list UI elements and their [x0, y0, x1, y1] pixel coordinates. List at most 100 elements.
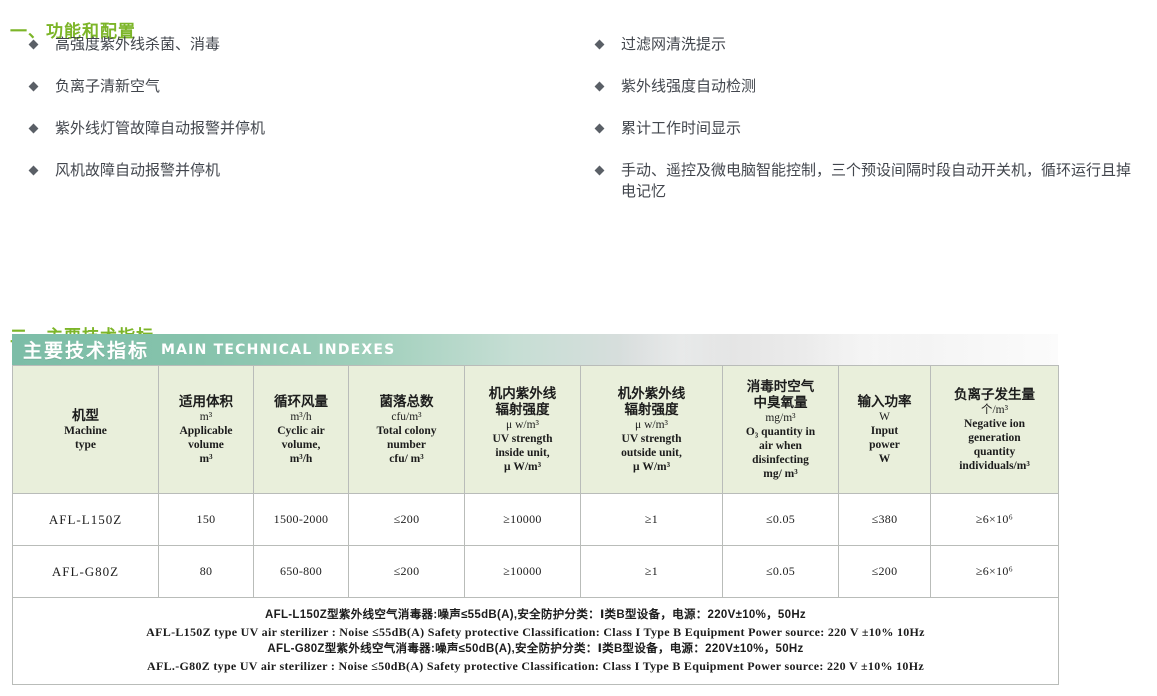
header-en: m³/h — [289, 452, 313, 465]
table-row: AFL-L150Z 150 1500-2000 ≤200 ≥10000 ≥1 ≤… — [12, 493, 1059, 546]
header-unit: μ w/m³ — [635, 418, 668, 431]
column-header-uv-strength-outside: 机外紫外线 辐射强度 μ w/m³ UV strength outside un… — [580, 365, 723, 494]
header-unit: μ w/m³ — [506, 418, 539, 431]
header-en: volume, — [281, 438, 321, 451]
header-cn: 机型 — [72, 407, 99, 423]
header-en: inside unit, — [495, 446, 550, 459]
header-en: UV strength — [621, 432, 682, 445]
cell-negative-ion: ≥6×10⁶ — [930, 493, 1059, 546]
header-unit: m³ — [199, 410, 213, 423]
cell-cyclic-air-volume: 650-800 — [253, 545, 349, 598]
header-cn: 菌落总数 — [379, 393, 434, 409]
feature-label: 过滤网清洗提示 — [621, 36, 727, 53]
header-en: m³ — [199, 452, 213, 465]
column-header-uv-strength-inside: 机内紫外线 辐射强度 μ w/m³ UV strength inside uni… — [464, 365, 581, 494]
diamond-bullet-icon — [594, 39, 605, 50]
features-section-heading: 一、功能和配置 — [10, 22, 136, 42]
list-item: 手动、遥控及微电脑智能控制，三个预设间隔时段自动开关机，循环运行且掉电记忆 — [594, 160, 1156, 202]
header-en: generation — [968, 431, 1021, 444]
banner-title-en: MAIN TECHNICAL INDEXES — [161, 341, 396, 358]
list-item: 负离子清新空气 — [28, 76, 578, 97]
banner-title-cn: 主要技术指标 — [23, 341, 150, 362]
cell-negative-ion: ≥6×10⁶ — [930, 545, 1059, 598]
header-en: Total colony — [376, 424, 437, 437]
header-en: O₃ quantity in — [745, 425, 816, 438]
features-column-left: 高强度紫外线杀菌、消毒 负离子清新空气 紫外线灯管故障自动报警并停机 风机故障自… — [0, 34, 578, 223]
list-item: 过滤网清洗提示 — [594, 34, 1156, 55]
diamond-bullet-icon — [594, 165, 605, 176]
cell-total-colony: ≤200 — [348, 493, 465, 546]
header-cn: 消毒时空气 — [746, 378, 815, 394]
header-en: Cyclic air — [277, 424, 325, 437]
cell-ozone: ≤0.05 — [722, 545, 839, 598]
feature-label: 高强度紫外线杀菌、消毒 — [55, 36, 221, 53]
header-en: μ W/m³ — [632, 460, 671, 473]
header-en: type — [74, 438, 97, 451]
cell-uv-inside: ≥10000 — [464, 545, 581, 598]
header-en: Applicable — [179, 424, 233, 437]
diamond-bullet-icon — [594, 123, 605, 134]
header-en: cfu/ m³ — [389, 452, 424, 465]
diamond-bullet-icon — [28, 81, 39, 92]
header-unit: mg/m³ — [765, 411, 796, 424]
feature-label: 负离子清新空气 — [55, 78, 161, 95]
footnote-line: AFL-L150Z type UV air sterilizer : Noise… — [146, 625, 925, 639]
diamond-bullet-icon — [28, 165, 39, 176]
cell-applicable-volume: 80 — [158, 545, 254, 598]
diamond-bullet-icon — [594, 81, 605, 92]
header-en: mg/ m³ — [763, 467, 798, 480]
header-en: air when — [759, 439, 802, 452]
header-en: quantity — [973, 445, 1016, 458]
feature-label: 风机故障自动报警并停机 — [55, 162, 221, 179]
header-unit: cfu/m³ — [391, 410, 422, 423]
header-cn: 适用体积 — [179, 393, 233, 409]
technical-indexes-banner: 主要技术指标 MAIN TECHNICAL INDEXES — [12, 334, 1058, 365]
column-header-cyclic-air-volume: 循环风量 m³/h Cyclic air volume, m³/h — [253, 365, 349, 494]
list-item: 紫外线灯管故障自动报警并停机 — [28, 118, 578, 139]
header-en: volume — [188, 438, 224, 451]
table-footnotes: AFL-L150Z型紫外线空气消毒器:噪声≤55dB(A),安全防护分类：Ⅰ类B… — [12, 597, 1059, 685]
header-en: individuals/m³ — [959, 459, 1030, 472]
footnote-line: AFL-G80Z型紫外线空气消毒器:噪声≤50dB(A),安全防护分类：Ⅰ类B型… — [267, 643, 804, 655]
header-cn: 中臭氧量 — [753, 394, 808, 410]
header-en: Negative ion — [963, 417, 1025, 430]
table-header: 机型 Machine type 适用体积 m³ Applicable volum… — [12, 365, 1059, 494]
header-cn: 循环风量 — [274, 393, 328, 409]
table-body: AFL-L150Z 150 1500-2000 ≤200 ≥10000 ≥1 ≤… — [12, 493, 1059, 685]
feature-label: 紫外线强度自动检测 — [621, 78, 757, 95]
table-row: AFL-G80Z 80 650-800 ≤200 ≥10000 ≥1 ≤0.05… — [12, 545, 1059, 598]
column-header-machine-type: 机型 Machine type — [12, 365, 159, 494]
header-en: number — [387, 438, 426, 451]
column-header-total-colony-number: 菌落总数 cfu/m³ Total colony number cfu/ m³ — [348, 365, 465, 494]
diamond-bullet-icon — [28, 123, 39, 134]
header-unit: m³/h — [290, 410, 312, 423]
cell-applicable-volume: 150 — [158, 493, 254, 546]
header-en: W — [878, 452, 891, 465]
footnote-line: AFL-L150Z型紫外线空气消毒器:噪声≤55dB(A),安全防护分类：Ⅰ类B… — [265, 609, 806, 621]
table-footnote-row: AFL-L150Z型紫外线空气消毒器:噪声≤55dB(A),安全防护分类：Ⅰ类B… — [12, 597, 1059, 685]
footnote-line: AFL.-G80Z type UV air sterilizer : Noise… — [147, 659, 924, 673]
feature-label: 紫外线灯管故障自动报警并停机 — [55, 120, 266, 137]
diamond-bullet-icon — [28, 39, 39, 50]
header-en: μ W/m³ — [503, 460, 542, 473]
table-header-row: 机型 Machine type 适用体积 m³ Applicable volum… — [12, 365, 1059, 494]
header-unit: W — [879, 410, 890, 423]
column-header-input-power: 输入功率 W Input power W — [838, 365, 931, 494]
header-cn: 机外紫外线 — [617, 385, 686, 401]
header-en: power — [869, 438, 900, 451]
cell-uv-inside: ≥10000 — [464, 493, 581, 546]
cell-ozone: ≤0.05 — [722, 493, 839, 546]
header-unit: 个/m³ — [980, 403, 1009, 416]
column-header-ozone-quantity: 消毒时空气 中臭氧量 mg/m³ O₃ quantity in air when… — [722, 365, 839, 494]
cell-cyclic-air-volume: 1500-2000 — [253, 493, 349, 546]
list-item: 累计工作时间显示 — [594, 118, 1156, 139]
header-en: outside unit, — [621, 446, 682, 459]
header-en: Machine — [64, 424, 107, 437]
column-header-applicable-volume: 适用体积 m³ Applicable volume m³ — [158, 365, 254, 494]
header-en: disinfecting — [752, 453, 809, 466]
features-column-right: 过滤网清洗提示 紫外线强度自动检测 累计工作时间显示 手动、遥控及微电脑智能控制… — [578, 34, 1156, 223]
cell-model: AFL-L150Z — [12, 493, 159, 546]
header-cn: 机内紫外线 — [488, 385, 557, 401]
header-cn: 辐射强度 — [495, 401, 550, 417]
cell-input-power: ≤380 — [838, 493, 931, 546]
